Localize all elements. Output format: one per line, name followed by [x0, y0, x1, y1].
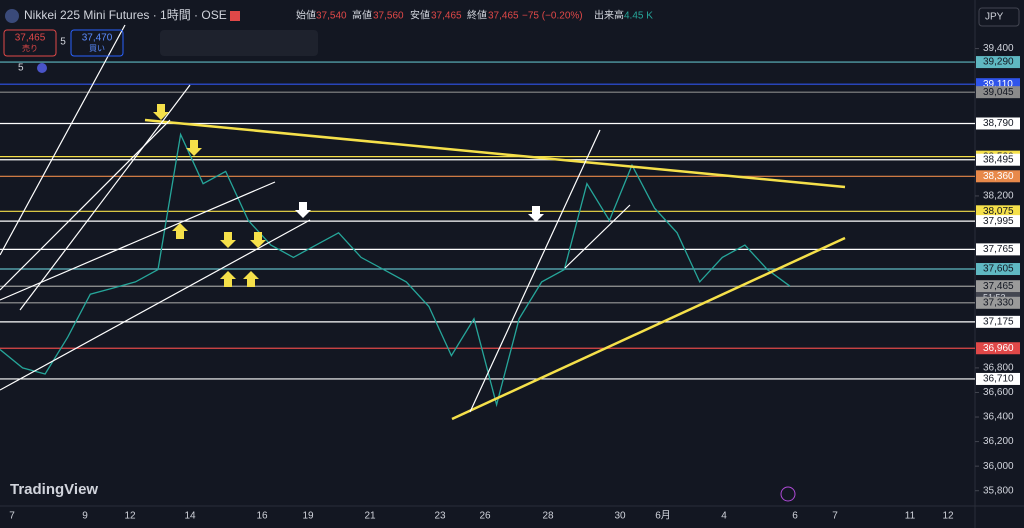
x-tick-label: 12 [124, 511, 136, 522]
level-tag [976, 315, 1020, 328]
price-trace [0, 132, 791, 408]
x-tick-label: 12 [942, 511, 954, 522]
x-tick-label: 7 [832, 511, 838, 522]
volume-label: 出来高 [594, 9, 624, 22]
trend-line [451, 236, 846, 421]
change: −75 (−0.20%) [522, 11, 583, 22]
level-label: 37,465 [983, 281, 1014, 292]
level-label: 38,790 [983, 118, 1014, 129]
arrows [295, 202, 544, 222]
level-tag [976, 117, 1020, 130]
indicator-icon [37, 63, 47, 73]
close: 37,465 [488, 11, 519, 22]
level-label: 36,710 [983, 374, 1014, 385]
level-label: 38,495 [983, 154, 1014, 165]
y-tick-label: 35,800 [983, 485, 1014, 496]
y-tick-label: 36,000 [983, 461, 1014, 472]
arrows [153, 104, 266, 287]
level-label: 38,075 [983, 206, 1014, 217]
x-tick-label: 16 [256, 511, 268, 522]
level-label: 37,330 [983, 297, 1014, 308]
y-tick-label: 39,400 [983, 43, 1014, 54]
low: 37,465 [431, 11, 462, 22]
level-label: 37,175 [983, 316, 1014, 327]
y-tick-label: 38,200 [983, 191, 1014, 202]
level-tag [976, 56, 1020, 69]
sell-button[interactable] [3, 29, 57, 57]
level-tag [976, 86, 1020, 99]
sell-price[interactable]: 37,465 [15, 33, 46, 44]
x-tick-label: 11 [905, 511, 916, 522]
x-tick-label: 14 [184, 511, 196, 522]
buy-button[interactable] [70, 29, 124, 57]
x-tick-label: 9 [82, 511, 88, 522]
level-tag [976, 263, 1020, 276]
buy-label[interactable]: 買い [89, 44, 105, 53]
level-tag [976, 280, 1020, 293]
level-label: 37,995 [983, 216, 1014, 227]
y-tick-label: 36,200 [983, 436, 1014, 447]
high: 37,560 [373, 11, 404, 22]
level-tag [976, 342, 1020, 355]
level-label: 38,360 [983, 171, 1014, 182]
level-tag [976, 170, 1020, 183]
drawing-toolbar [160, 30, 318, 56]
symbol[interactable]: Nikkei 225 Mini Futures · 1時間 · OSE [24, 8, 227, 22]
currency[interactable]: JPY [985, 12, 1004, 23]
x-tick-label: 6 [792, 511, 798, 522]
low-label: 安値 [410, 9, 430, 22]
open-label: 始値 [296, 9, 316, 22]
symbol-icon [5, 9, 19, 23]
flag [230, 11, 240, 21]
currency-button[interactable] [978, 7, 1020, 27]
open: 37,540 [316, 11, 347, 22]
spread: 5 [60, 37, 66, 48]
brand: TradingView [10, 481, 98, 498]
level-label: 39,045 [983, 87, 1014, 98]
x-tick-label: 7 [9, 511, 15, 522]
alert-icon[interactable] [780, 486, 796, 502]
x-tick-label: 19 [302, 511, 314, 522]
x-tick-label: 21 [364, 511, 376, 522]
x-tick-label: 28 [542, 511, 554, 522]
level-tag [976, 153, 1020, 166]
x-tick-label: 6月 [655, 510, 671, 522]
channel-lines [0, 24, 631, 413]
level-tag [976, 372, 1020, 385]
level-label: 37,765 [983, 244, 1014, 255]
buy-price[interactable]: 37,470 [82, 33, 113, 44]
x-tick-label: 26 [479, 511, 491, 522]
y-tick-label: 36,600 [983, 387, 1014, 398]
level-tag [976, 215, 1020, 228]
x-tick-label: 30 [614, 511, 626, 522]
trend-line [144, 118, 846, 189]
close-label: 終値 [467, 9, 487, 22]
level-tag [976, 205, 1020, 218]
y-tick-label: 36,400 [983, 412, 1014, 423]
level-label: 37,605 [983, 264, 1014, 275]
x-tick-label: 23 [434, 511, 446, 522]
level-label: 39,290 [983, 57, 1014, 68]
interval[interactable]: 5 [18, 63, 24, 74]
high-label: 高値 [352, 9, 372, 22]
level-label: 39,110 [983, 79, 1013, 90]
level-tag [976, 296, 1020, 309]
volume: 4.45 K [624, 11, 653, 22]
x-tick-label: 4 [721, 511, 727, 522]
y-tick-label: 36,800 [983, 363, 1014, 374]
level-tag [976, 243, 1020, 256]
level-label: 36,960 [983, 343, 1014, 354]
sell-label[interactable]: 売り [22, 43, 38, 53]
